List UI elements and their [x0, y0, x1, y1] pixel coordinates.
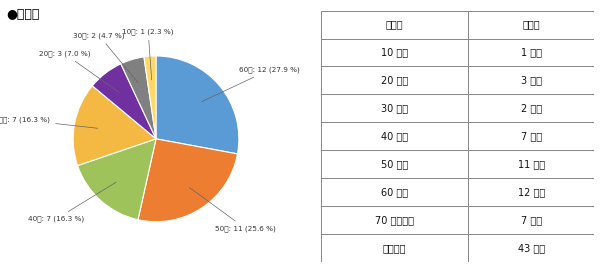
Text: 50代: 11 (25.6 %): 50代: 11 (25.6 %) [190, 187, 276, 232]
Bar [321, 94, 469, 122]
Bar [321, 178, 469, 206]
Text: 30代: 2 (4.7 %): 30代: 2 (4.7 %) [73, 32, 138, 83]
Text: 1 人。: 1 人。 [521, 48, 542, 57]
Wedge shape [92, 64, 156, 139]
Text: 70 代以上。: 70 代以上。 [375, 215, 414, 225]
Bar [469, 178, 594, 206]
Text: 40 代。: 40 代。 [381, 131, 408, 141]
Text: 年代。: 年代。 [386, 19, 404, 30]
Text: 12 人。: 12 人。 [518, 187, 545, 197]
Text: 人数。: 人数。 [523, 19, 540, 30]
Text: 10 代。: 10 代。 [381, 48, 408, 57]
Text: ●年代。: ●年代。 [6, 8, 40, 21]
Text: 合　計。: 合 計。 [383, 243, 406, 253]
Text: 43 人。: 43 人。 [518, 243, 545, 253]
Text: 60代: 12 (27.9 %): 60代: 12 (27.9 %) [202, 67, 299, 102]
Wedge shape [144, 56, 156, 139]
Bar [469, 94, 594, 122]
Text: 2 人。: 2 人。 [521, 103, 542, 113]
Bar [321, 66, 469, 94]
Bar [469, 234, 594, 262]
Bar [469, 11, 594, 38]
Text: 3 人。: 3 人。 [521, 75, 542, 85]
Text: 20 代。: 20 代。 [381, 75, 409, 85]
Bar [469, 150, 594, 178]
Text: 50 代。: 50 代。 [381, 159, 409, 169]
Text: 11 人。: 11 人。 [518, 159, 545, 169]
Bar [321, 206, 469, 234]
Bar [469, 38, 594, 66]
Bar [321, 122, 469, 150]
Text: 10代: 1 (2.3 %): 10代: 1 (2.3 %) [122, 28, 174, 80]
Wedge shape [121, 57, 156, 139]
Wedge shape [77, 139, 156, 220]
Text: 60 代。: 60 代。 [381, 187, 408, 197]
Wedge shape [138, 139, 238, 222]
Text: 7 人。: 7 人。 [521, 215, 542, 225]
Bar [321, 234, 469, 262]
Bar [321, 11, 469, 38]
Text: 7 人。: 7 人。 [521, 131, 542, 141]
Wedge shape [73, 86, 156, 166]
Text: 40代: 7 (16.3 %): 40代: 7 (16.3 %) [28, 182, 116, 222]
Text: 30 代。: 30 代。 [381, 103, 408, 113]
Bar [469, 66, 594, 94]
Bar [321, 150, 469, 178]
Text: 20代: 3 (7.0 %): 20代: 3 (7.0 %) [38, 50, 119, 93]
Bar [469, 206, 594, 234]
Bar [469, 122, 594, 150]
Wedge shape [156, 56, 239, 154]
Bar [321, 38, 469, 66]
Text: 70代以上: 7 (16.3 %): 70代以上: 7 (16.3 %) [0, 116, 98, 128]
